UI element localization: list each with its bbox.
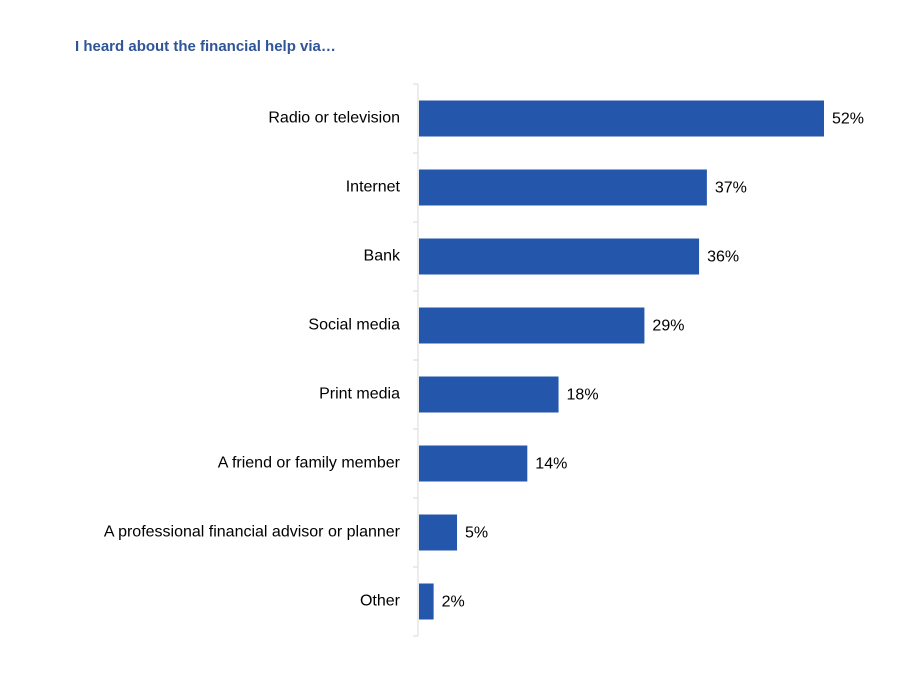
y-tick-label: Radio or television bbox=[268, 110, 400, 127]
y-tick-label: Bank bbox=[364, 248, 401, 265]
data-label: 37% bbox=[715, 180, 747, 197]
data-label: 5% bbox=[465, 525, 488, 542]
data-label: 52% bbox=[832, 111, 864, 128]
y-tick-label: A professional financial advisor or plan… bbox=[104, 524, 401, 541]
data-label: 2% bbox=[442, 594, 465, 611]
bar bbox=[419, 238, 700, 275]
y-tick-label: Other bbox=[360, 593, 401, 610]
bar bbox=[419, 514, 458, 551]
data-label: 29% bbox=[652, 318, 684, 335]
y-tick-label: Internet bbox=[346, 179, 401, 196]
bar bbox=[419, 100, 824, 137]
bar bbox=[419, 376, 559, 413]
y-tick-label: Print media bbox=[319, 386, 400, 403]
data-label: 18% bbox=[567, 387, 599, 404]
data-label: 14% bbox=[535, 456, 567, 473]
y-tick-label: Social media bbox=[308, 317, 400, 334]
data-label: 36% bbox=[707, 249, 739, 266]
bar bbox=[419, 445, 528, 482]
bar bbox=[419, 307, 645, 344]
bar bbox=[419, 583, 434, 620]
chart-title: I heard about the financial help via… bbox=[75, 38, 336, 55]
y-tick-label: A friend or family member bbox=[218, 455, 401, 472]
bar bbox=[419, 169, 707, 206]
